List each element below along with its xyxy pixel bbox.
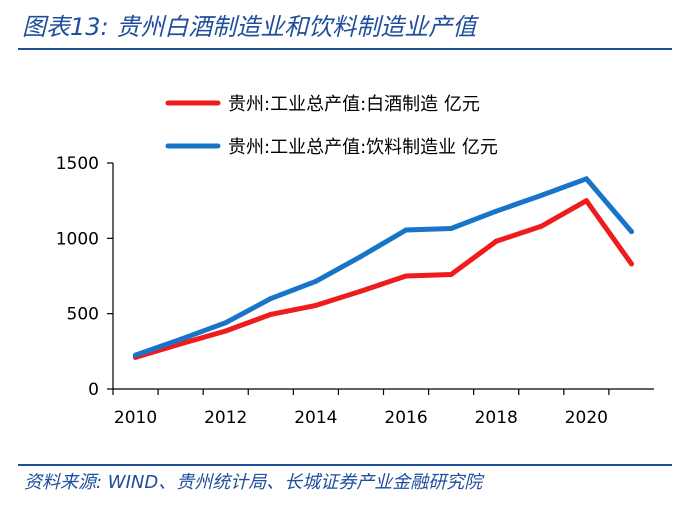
data-point-beverage: [223, 320, 229, 326]
x-tick-label: 2020: [565, 408, 608, 428]
y-axis: 0 500 1000 1500: [56, 154, 114, 400]
data-point-beverage: [133, 352, 138, 358]
x-tick-label: 2012: [204, 408, 247, 428]
chart-title: 图表13: 贵州白酒制造业和饮料制造业产值: [22, 13, 477, 41]
y-tick-label: 500: [67, 305, 99, 325]
data-point-baijiu: [493, 238, 499, 244]
data-point-beverage: [583, 176, 589, 182]
series-line-baijiu: [133, 198, 634, 360]
legend-label-beverage: 贵州:工业总产值:饮料制造业 亿元: [228, 137, 498, 158]
series-layer: [133, 176, 634, 360]
data-point-baijiu: [313, 302, 319, 308]
legend: 贵州:工业总产值:白酒制造 亿元 贵州:工业总产值:饮料制造业 亿元: [165, 94, 498, 158]
data-point-beverage: [268, 296, 274, 302]
x-tick-label: 2014: [294, 408, 337, 428]
data-point-beverage: [538, 192, 544, 198]
source-note: 资料来源: WIND、贵州统计局、长城证券产业金融研究院: [24, 472, 483, 493]
data-point-baijiu: [403, 273, 409, 279]
y-tick-label: 1500: [56, 154, 99, 174]
data-point-baijiu: [583, 198, 589, 204]
source-divider: [18, 464, 672, 466]
x-tick-label: 2010: [114, 408, 157, 428]
data-point-baijiu: [629, 261, 634, 267]
x-tick-label: 2016: [384, 408, 427, 428]
y-tick-label: 0: [88, 380, 99, 400]
y-tick-label: 1000: [56, 229, 99, 249]
data-point-beverage: [403, 227, 409, 233]
data-point-beverage: [178, 336, 184, 342]
data-point-baijiu: [268, 311, 274, 317]
x-tick-label: 2018: [475, 408, 518, 428]
data-point-baijiu: [358, 288, 364, 294]
series-line-beverage: [133, 176, 634, 358]
data-point-baijiu: [538, 223, 544, 229]
x-axis: 2010 2012 2014 2016 2018 2020: [112, 388, 654, 428]
data-point-beverage: [493, 208, 499, 214]
data-point-baijiu: [448, 272, 454, 277]
data-point-beverage: [629, 229, 634, 235]
legend-label-baijiu: 贵州:工业总产值:白酒制造 亿元: [228, 94, 480, 115]
data-point-beverage: [448, 226, 454, 231]
data-point-beverage: [313, 278, 319, 284]
data-point-beverage: [358, 253, 364, 259]
title-divider: [18, 48, 672, 50]
data-point-baijiu: [223, 328, 229, 334]
data-point-baijiu: [178, 341, 184, 347]
